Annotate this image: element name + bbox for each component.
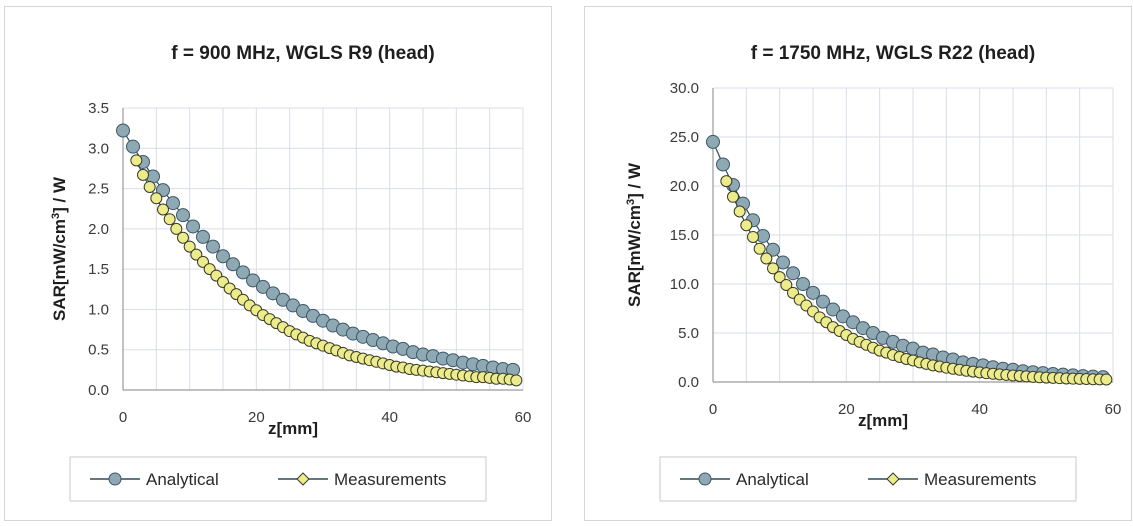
y-tick-label: 1.0: [88, 301, 109, 318]
data-point-analytical: [216, 249, 230, 264]
data-point-analytical: [816, 294, 830, 309]
data-point-analytical: [166, 196, 180, 211]
data-point-analytical: [766, 242, 780, 257]
y-axis-label: SAR[mW/cm3] / W: [625, 162, 644, 307]
x-axis-label: z[mm]: [858, 411, 908, 430]
data-point-analytical: [196, 229, 210, 244]
y-tick-label: 0.0: [88, 382, 109, 399]
data-point-analytical: [706, 134, 720, 149]
legend-marker-analytical: [108, 472, 122, 486]
legend-marker-measurements: [296, 472, 310, 486]
y-tick-label: 1.5: [88, 261, 109, 278]
y-tick-label: 2.5: [88, 181, 109, 198]
y-tick-label: 0.5: [88, 342, 109, 359]
x-tick-label: 40: [381, 409, 398, 426]
data-point-measurement: [720, 175, 733, 188]
chart-panel-1750mhz: f = 1750 MHz, WGLS R22 (head) 0.0 5.0 10.0 1…: [584, 6, 1132, 521]
data-point-measurement: [740, 219, 753, 232]
data-point-measurement: [157, 203, 169, 216]
data-point-measurement: [137, 168, 149, 181]
x-tick-label: 0: [709, 401, 717, 418]
y-tick-label: 10.0: [670, 276, 699, 293]
data-point-measurement: [767, 262, 779, 275]
data-point-measurement: [150, 192, 163, 205]
data-point-analytical: [236, 265, 250, 280]
x-tick-label: 20: [838, 401, 855, 418]
x-tick-label: 60: [515, 409, 532, 426]
chart-title: f = 1750 MHz, WGLS R22 (head): [751, 43, 1036, 64]
data-point-measurement: [773, 271, 786, 284]
chart-svg: f = 900 MHz, WGLS R9 (head) 0.0 0.5 1.0 1.5 2…: [50, 43, 532, 502]
legend-marker-measurements: [886, 472, 900, 486]
y-tick-label: 3.0: [88, 140, 109, 157]
chart-panel-900mhz: f = 900 MHz, WGLS R9 (head) 0.0 0.5 1.0 1.5 2…: [4, 6, 552, 521]
data-point-analytical: [246, 273, 260, 288]
data-point-measurement: [780, 278, 793, 291]
data-point-analytical: [186, 219, 200, 234]
x-tick-label: 20: [248, 409, 265, 426]
data-point-analytical: [806, 285, 820, 300]
y-tick-label: 30.0: [670, 80, 699, 97]
data-point-measurement: [163, 213, 176, 226]
data-point-measurement: [753, 242, 766, 255]
data-point-measurement: [177, 231, 189, 244]
data-point-analytical: [796, 277, 810, 291]
y-tick-label: 15.0: [670, 227, 699, 244]
data-point-analytical: [206, 239, 220, 254]
x-tick-label: 40: [971, 401, 988, 418]
legend-marker-analytical: [698, 472, 712, 486]
data-point-analytical: [776, 255, 790, 270]
x-tick-label: 60: [1105, 401, 1122, 418]
data-point-measurement: [760, 252, 773, 265]
data-point-measurement: [130, 154, 143, 167]
y-tick-label: 20.0: [670, 178, 699, 195]
y-tick-label: 0.0: [678, 374, 699, 391]
data-point-analytical: [226, 257, 240, 272]
chart-svg: f = 1750 MHz, WGLS R22 (head) 0.0 5.0 10.0 1…: [625, 43, 1122, 502]
data-point-measurement: [727, 190, 739, 203]
data-point-measurement: [170, 222, 183, 235]
y-tick-label: 5.0: [678, 325, 699, 342]
legend-label: Measurements: [334, 470, 446, 489]
data-point-analytical: [716, 157, 730, 172]
legend-label: Analytical: [736, 470, 809, 489]
data-point-analytical: [826, 302, 840, 317]
data-point-analytical: [266, 286, 280, 301]
data-point-analytical: [116, 123, 130, 138]
legend-label: Analytical: [146, 470, 219, 489]
series-line-analytical: [122, 130, 514, 371]
y-tick-label: 2.0: [88, 221, 109, 238]
chart-title: f = 900 MHz, WGLS R9 (head): [171, 43, 434, 64]
data-point-measurement: [143, 180, 156, 193]
data-point-measurement: [510, 374, 523, 387]
y-axis-label: SAR[mW/cm3] / W: [50, 176, 69, 321]
y-tick-label: 3.5: [88, 100, 109, 117]
data-point-measurement: [1100, 373, 1113, 386]
data-point-analytical: [786, 266, 800, 281]
data-point-measurement: [183, 240, 196, 253]
x-axis-label: z[mm]: [268, 419, 318, 438]
y-tick-label: 25.0: [670, 129, 699, 146]
data-point-measurement: [747, 230, 759, 243]
x-tick-label: 0: [119, 409, 127, 426]
legend-label: Measurements: [924, 470, 1036, 489]
data-point-analytical: [176, 208, 190, 223]
data-point-measurement: [733, 205, 746, 218]
data-point-analytical: [256, 279, 270, 294]
data-point-analytical: [126, 139, 140, 154]
